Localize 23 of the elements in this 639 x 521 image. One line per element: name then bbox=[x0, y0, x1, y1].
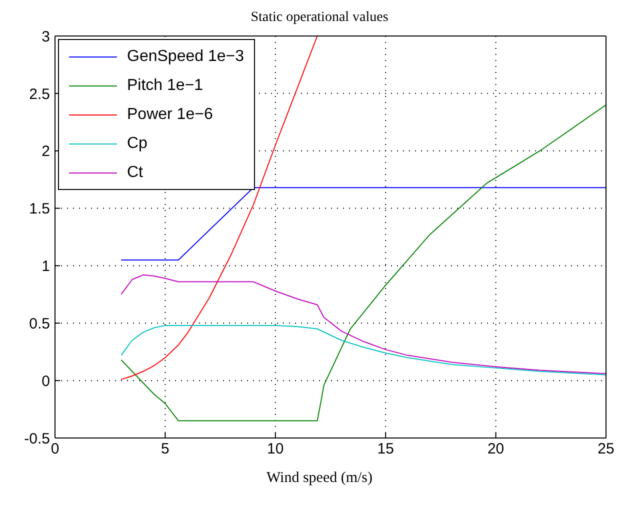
y-tick-label: -0.5 bbox=[24, 430, 50, 448]
chart-title: Static operational values bbox=[250, 9, 390, 27]
y-tick-label: 1 bbox=[42, 258, 50, 276]
line-series bbox=[120, 324, 606, 376]
x-tick-label: 10 bbox=[267, 440, 284, 458]
legend-label: Cp bbox=[127, 134, 148, 152]
x-tick-label: 20 bbox=[487, 440, 504, 458]
y-tick-label: 0 bbox=[42, 372, 50, 390]
x-tick-label: 5 bbox=[161, 440, 170, 458]
y-tick-label: 2 bbox=[42, 143, 50, 160]
legend-label: Pitch 1e−1 bbox=[127, 76, 204, 94]
y-tick-label: 0.5 bbox=[29, 315, 50, 332]
x-tick-label: 15 bbox=[377, 440, 394, 458]
y-tick-label: 3 bbox=[42, 28, 50, 46]
legend-label: Power 1e−6 bbox=[127, 106, 213, 124]
legend-label: Ct bbox=[127, 164, 143, 182]
x-axis-title: Wind speed (m/s) bbox=[265, 470, 374, 487]
legend-label: GenSpeed 1e−3 bbox=[127, 48, 244, 66]
x-tick-label: 25 bbox=[598, 440, 614, 458]
y-tick-label: 2.5 bbox=[29, 86, 50, 103]
line-series bbox=[120, 104, 606, 422]
line-series bbox=[120, 274, 606, 374]
y-tick-label: 1.5 bbox=[29, 200, 50, 218]
